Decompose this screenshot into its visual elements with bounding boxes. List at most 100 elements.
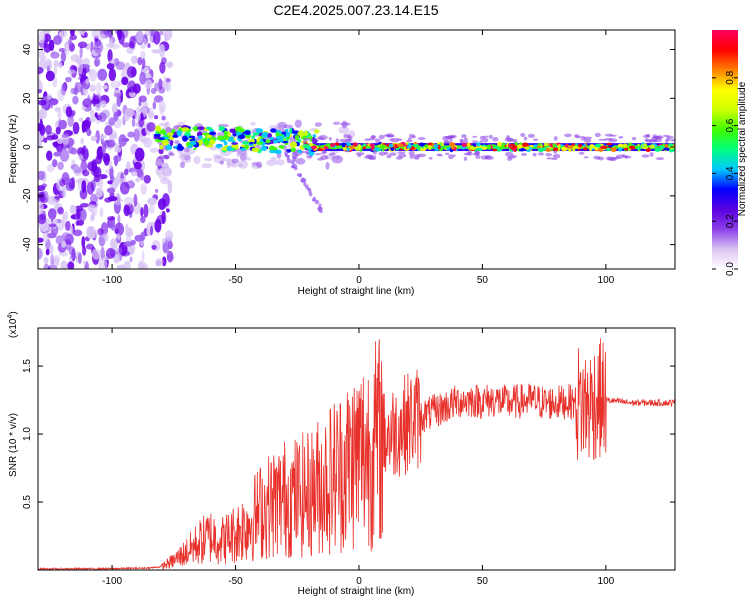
noise-blob [82, 169, 90, 177]
noise-blob [81, 58, 90, 66]
noise-blob [107, 180, 113, 185]
noise-blob [38, 31, 46, 44]
carrier-fringe [471, 140, 478, 144]
noise-blob [136, 30, 144, 44]
noise-blob [45, 150, 53, 161]
noise-blob [158, 44, 166, 58]
noise-blob [143, 203, 149, 218]
carrier-bead [561, 146, 568, 152]
carrier-fringe [436, 153, 442, 156]
noise-blob [49, 99, 54, 109]
carrier-fringe [417, 153, 426, 158]
snr-series [38, 338, 675, 570]
signal-blob [176, 145, 185, 151]
y-tick-label: 1.5 [22, 359, 33, 373]
doppler-tail-blob [292, 165, 295, 169]
carrier-fringe [328, 137, 332, 141]
carrier-bead [349, 145, 356, 150]
carrier-fringe [375, 138, 381, 144]
carrier-fringe [378, 134, 385, 140]
carrier-fringe [483, 137, 489, 143]
x-tick-label: -100 [102, 275, 122, 286]
noise-blob [69, 34, 78, 41]
noise-blob [87, 94, 91, 108]
noise-blob [70, 255, 77, 260]
noise-blob [113, 155, 122, 163]
noise-blob [150, 225, 154, 236]
noise-blob [139, 170, 145, 181]
noise-blob [114, 228, 119, 234]
band-haze [219, 160, 224, 165]
noise-blob [73, 86, 79, 96]
signal-blob [207, 126, 213, 131]
carrier-fringe [488, 134, 493, 139]
multiplier-close: ) [8, 311, 19, 314]
noise-blob [92, 166, 102, 178]
noise-blob [116, 233, 121, 241]
signal-blob [289, 147, 297, 152]
carrier-fringe [545, 152, 553, 157]
signal-blob [208, 131, 217, 136]
noise-blob [97, 228, 104, 236]
carrier-bead [341, 142, 346, 148]
noise-blob [45, 248, 50, 256]
noise-blob [153, 115, 159, 120]
noise-blob [45, 70, 55, 82]
carrier-fringe [314, 153, 323, 156]
x-tick-label: -50 [228, 275, 243, 286]
carrier-bead [566, 145, 574, 149]
x-tick-label: -100 [102, 576, 122, 587]
carrier-bead [428, 146, 432, 151]
carrier-fringe [479, 140, 484, 143]
noise-blob [68, 177, 76, 190]
noise-blob [100, 100, 107, 108]
spectrogram-x-label: Height of straight line (km) [298, 286, 415, 297]
band-haze [181, 158, 191, 164]
noise-blob [108, 68, 117, 82]
carrier-bead [317, 148, 323, 152]
noise-blob [77, 252, 82, 265]
carrier-bead [369, 143, 375, 147]
noise-blob [124, 108, 135, 118]
carrier-bead [358, 144, 362, 149]
noise-blob [97, 257, 108, 269]
noise-blob [108, 160, 113, 169]
noise-blob [140, 183, 147, 195]
noise-blob [144, 79, 153, 90]
carrier-bead [663, 147, 670, 151]
signal-blob [231, 142, 239, 145]
carrier-fringe [506, 135, 510, 140]
carrier-fringe [412, 135, 417, 139]
noise-blob [163, 75, 167, 90]
noise-blob [75, 220, 80, 226]
signal-blob [271, 149, 279, 154]
signal-blob [222, 135, 230, 141]
noise-blob [49, 223, 57, 228]
noise-blob [95, 129, 100, 144]
carrier-fringe [655, 157, 665, 161]
signal-blob [181, 127, 190, 132]
noise-blob [85, 78, 90, 85]
noise-blob [45, 59, 53, 71]
carrier-fringe [475, 154, 481, 160]
noise-blob [50, 51, 60, 59]
noise-blob [141, 250, 145, 262]
multiplier-base: (x10 [8, 318, 19, 338]
carrier-fringe [464, 137, 468, 141]
noise-blob [53, 151, 62, 157]
noise-blob [165, 230, 174, 241]
carrier-bead [346, 142, 350, 146]
noise-blob [101, 142, 107, 155]
carrier-bead [486, 144, 492, 150]
carrier-fringe [303, 137, 312, 141]
noise-blob [86, 225, 96, 239]
carrier-fringe [504, 151, 514, 157]
carrier-fringe [300, 150, 309, 154]
noise-blob [133, 161, 142, 170]
x-tick-label: 0 [356, 275, 362, 286]
carrier-fringe [598, 138, 606, 141]
noise-blob [132, 83, 141, 94]
noise-blob [156, 214, 166, 225]
noise-blob [88, 68, 98, 82]
carrier-fringe [648, 139, 658, 143]
